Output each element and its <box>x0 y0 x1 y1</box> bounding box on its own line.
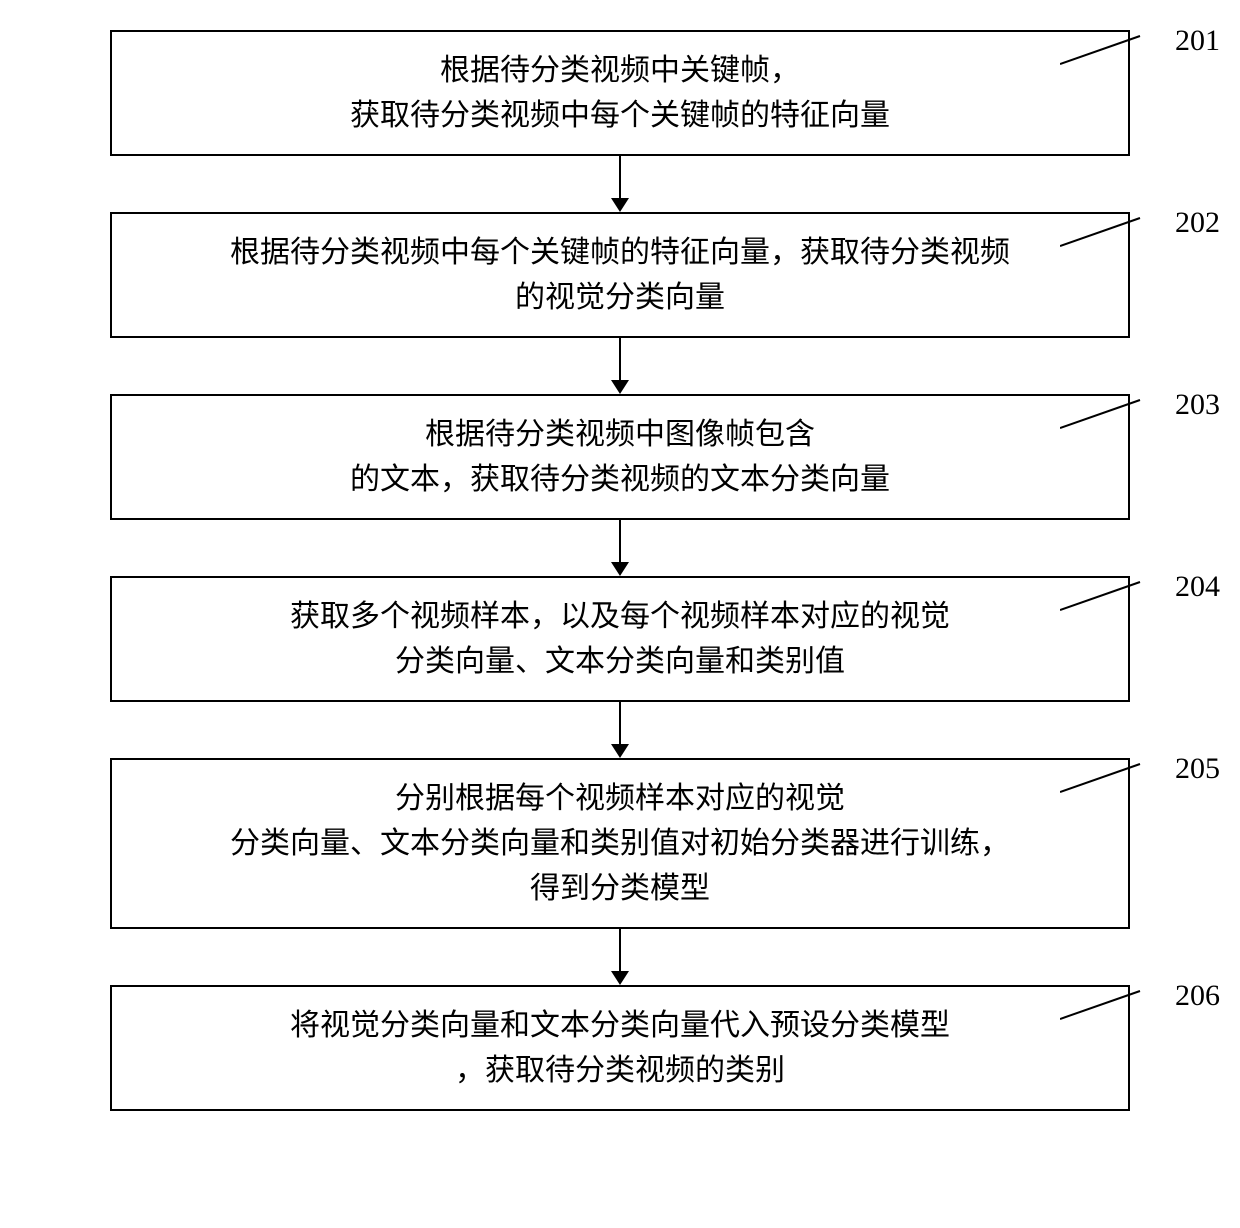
label-line-icon <box>1060 394 1160 434</box>
step-box: 将视觉分类向量和文本分类向量代入预设分类模型 ，获取待分类视频的类别 <box>110 985 1130 1111</box>
arrow-down <box>619 702 621 758</box>
step-text-line2: 获取待分类视频中每个关键帧的特征向量 <box>350 99 890 132</box>
step-label-connector: 201 <box>1080 30 1220 70</box>
step-text-line2: ，获取待分类视频的类别 <box>455 1054 785 1087</box>
step-box: 获取多个视频样本，以及每个视频样本对应的视觉 分类向量、文本分类向量和类别值 <box>110 576 1130 702</box>
step-box: 根据待分类视频中图像帧包含 的文本，获取待分类视频的文本分类向量 <box>110 394 1130 520</box>
arrow-down <box>619 520 621 576</box>
arrow-down <box>619 156 621 212</box>
step-202: 根据待分类视频中每个关键帧的特征向量，获取待分类视频 的视觉分类向量 202 <box>20 212 1220 338</box>
step-box: 分别根据每个视频样本对应的视觉 分类向量、文本分类向量和类别值对初始分类器进行训… <box>110 758 1130 929</box>
label-line-icon <box>1060 758 1160 798</box>
arrow-icon <box>610 929 630 985</box>
step-text-line2: 的视觉分类向量 <box>515 281 725 314</box>
step-text-line1: 根据待分类视频中每个关键帧的特征向量，获取待分类视频 <box>230 236 1010 269</box>
label-line-icon <box>1060 212 1160 252</box>
step-box: 根据待分类视频中关键帧， 获取待分类视频中每个关键帧的特征向量 <box>110 30 1130 156</box>
arrow-icon <box>610 520 630 576</box>
arrow-icon <box>610 338 630 394</box>
step-label: 203 <box>1175 388 1220 422</box>
step-text-line2: 分类向量、文本分类向量和类别值对初始分类器进行训练， <box>230 827 1010 860</box>
label-line-icon <box>1060 30 1160 70</box>
step-text-line3: 得到分类模型 <box>530 872 710 905</box>
step-label-connector: 206 <box>1080 985 1220 1025</box>
step-label-connector: 203 <box>1080 394 1220 434</box>
step-label: 205 <box>1175 752 1220 786</box>
step-text-line2: 分类向量、文本分类向量和类别值 <box>395 645 845 678</box>
arrow-icon <box>610 702 630 758</box>
step-label: 206 <box>1175 979 1220 1013</box>
step-203: 根据待分类视频中图像帧包含 的文本，获取待分类视频的文本分类向量 203 <box>20 394 1220 520</box>
step-text-line1: 根据待分类视频中关键帧， <box>440 54 800 87</box>
arrow-down <box>619 338 621 394</box>
step-204: 获取多个视频样本，以及每个视频样本对应的视觉 分类向量、文本分类向量和类别值 2… <box>20 576 1220 702</box>
step-text-line1: 分别根据每个视频样本对应的视觉 <box>395 782 845 815</box>
step-label-connector: 205 <box>1080 758 1220 798</box>
step-text-line1: 获取多个视频样本，以及每个视频样本对应的视觉 <box>290 600 950 633</box>
step-text-line2: 的文本，获取待分类视频的文本分类向量 <box>350 463 890 496</box>
step-box: 根据待分类视频中每个关键帧的特征向量，获取待分类视频 的视觉分类向量 <box>110 212 1130 338</box>
step-label: 202 <box>1175 206 1220 240</box>
step-201: 根据待分类视频中关键帧， 获取待分类视频中每个关键帧的特征向量 201 <box>20 30 1220 156</box>
step-206: 将视觉分类向量和文本分类向量代入预设分类模型 ，获取待分类视频的类别 206 <box>20 985 1220 1111</box>
step-label-connector: 204 <box>1080 576 1220 616</box>
arrow-down <box>619 929 621 985</box>
label-line-icon <box>1060 576 1160 616</box>
step-205: 分别根据每个视频样本对应的视觉 分类向量、文本分类向量和类别值对初始分类器进行训… <box>20 758 1220 929</box>
step-label: 201 <box>1175 24 1220 58</box>
step-label: 204 <box>1175 570 1220 604</box>
flowchart: 根据待分类视频中关键帧， 获取待分类视频中每个关键帧的特征向量 201 根据待分… <box>20 30 1220 1111</box>
arrow-icon <box>610 156 630 212</box>
step-text-line1: 根据待分类视频中图像帧包含 <box>425 418 815 451</box>
step-text-line1: 将视觉分类向量和文本分类向量代入预设分类模型 <box>290 1009 950 1042</box>
step-label-connector: 202 <box>1080 212 1220 252</box>
label-line-icon <box>1060 985 1160 1025</box>
